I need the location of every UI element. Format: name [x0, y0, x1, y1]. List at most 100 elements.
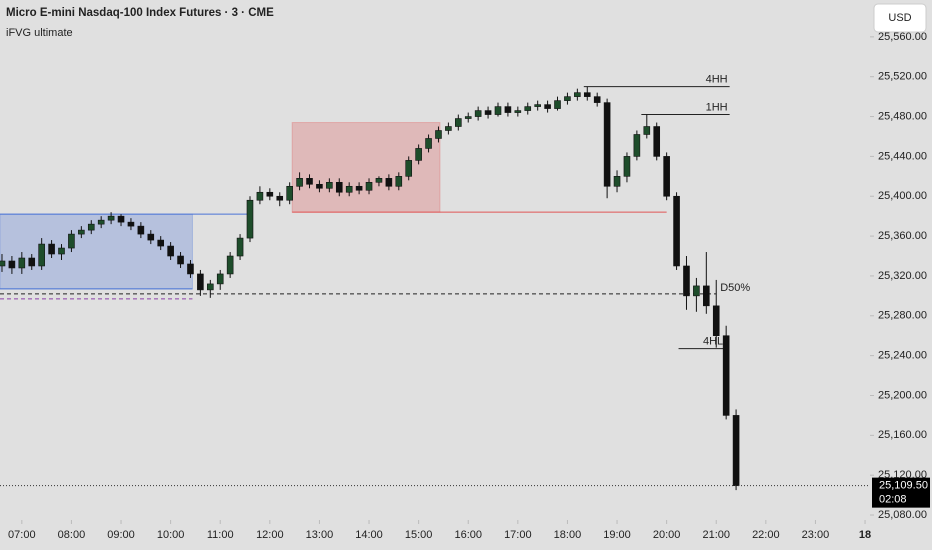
x-tick-label: 09:00	[107, 529, 135, 541]
candle-body	[187, 263, 194, 275]
candle-body	[613, 176, 621, 187]
candle-body	[296, 178, 303, 187]
currency-label[interactable]: USD	[888, 12, 911, 24]
y-tick-label: 25,200.00	[878, 389, 927, 401]
x-tick-label: 14:00	[355, 529, 383, 541]
candle-body	[345, 185, 353, 193]
candle-body	[117, 215, 125, 223]
x-tick-label: 23:00	[802, 529, 830, 541]
y-tick-label: 25,440.00	[878, 150, 927, 162]
candle-body	[663, 156, 670, 197]
candle-body	[732, 415, 740, 486]
candle-body	[544, 104, 551, 109]
candle-body	[78, 229, 85, 235]
level-label: 1HH	[706, 101, 728, 113]
candle-body	[226, 255, 234, 275]
candle-body	[603, 102, 611, 187]
candle-body	[306, 178, 313, 185]
candle-body	[683, 265, 690, 297]
x-tick-label: 21:00	[702, 529, 730, 541]
candle-body	[216, 273, 224, 285]
candle-body	[653, 126, 661, 157]
candle-body	[137, 225, 145, 235]
candle-body	[58, 247, 65, 255]
candle-body	[524, 106, 532, 111]
candle-body	[623, 156, 631, 177]
candle-body	[276, 195, 284, 201]
candle-body	[673, 195, 680, 267]
candle-body	[0, 260, 6, 267]
y-tick-label: 25,560.00	[878, 31, 927, 43]
candle-body	[365, 181, 373, 191]
candle-body	[564, 96, 571, 101]
candle-body	[484, 110, 492, 115]
last-price-label: 25,109.50	[879, 480, 928, 492]
x-tick-label: 08:00	[58, 529, 86, 541]
candle-body	[18, 257, 26, 269]
y-tick-label: 25,480.00	[878, 110, 927, 122]
candle-body	[712, 305, 720, 337]
candle-body	[127, 221, 135, 227]
candle-body	[48, 243, 55, 255]
y-tick-label: 25,280.00	[878, 310, 927, 322]
y-tick-label: 25,520.00	[878, 71, 927, 83]
candle-body	[107, 215, 115, 221]
candle-body	[693, 285, 700, 297]
y-tick-label: 25,160.00	[878, 429, 927, 441]
currency-button[interactable]	[873, 3, 927, 33]
candle-body	[167, 245, 174, 257]
candle-body	[38, 243, 45, 267]
candle-body	[385, 178, 393, 187]
candle-body	[266, 191, 274, 197]
candle-body	[375, 178, 383, 183]
candle-body	[97, 219, 105, 225]
y-tick-label: 25,360.00	[878, 230, 927, 242]
candle-body	[197, 273, 204, 291]
fvg-zone	[291, 122, 441, 213]
candle-body	[405, 160, 413, 177]
candle-body	[722, 335, 730, 416]
candle-body	[326, 181, 333, 189]
candle-body	[236, 237, 244, 257]
y-tick-label: 25,240.00	[878, 350, 927, 362]
candle-body	[583, 92, 591, 97]
candle-body	[554, 100, 561, 109]
x-tick-label: 16:00	[454, 529, 482, 541]
y-tick-label: 25,400.00	[878, 190, 927, 202]
candle-body	[633, 134, 641, 157]
x-tick-label: 11:00	[207, 529, 234, 541]
candle-body	[703, 285, 710, 307]
y-tick-label: 25,320.00	[878, 270, 927, 282]
candle-body	[177, 255, 184, 265]
x-tick-label: 18:00	[554, 529, 582, 541]
x-tick-label: 12:00	[256, 529, 284, 541]
candle-body	[415, 148, 422, 161]
candle-body	[643, 126, 651, 135]
level-label: 4HH	[706, 74, 728, 86]
x-tick-label: 22:00	[752, 529, 780, 541]
last-price-box	[872, 477, 930, 508]
x-tick-label: 13:00	[306, 529, 334, 541]
candle-body	[28, 257, 36, 267]
candle-body	[455, 118, 462, 127]
candle-body	[474, 110, 482, 117]
level-label: 4HL	[703, 336, 723, 348]
x-tick-label: 07:00	[8, 529, 36, 541]
candle-body	[494, 106, 502, 115]
candle-body	[574, 92, 581, 97]
y-tick-label: 25,080.00	[878, 509, 927, 521]
candle-body	[534, 104, 541, 107]
x-tick-label: 20:00	[653, 529, 681, 541]
candle-body	[286, 185, 293, 201]
candle-body	[425, 138, 432, 149]
fvg-zone	[0, 213, 193, 290]
candle-body	[207, 283, 214, 291]
level-label: D50%	[720, 282, 750, 294]
candle-body	[593, 96, 601, 103]
candle-body	[157, 239, 165, 247]
candle-body	[514, 110, 522, 113]
x-tick-label: 10:00	[157, 529, 185, 541]
indicator-name: iFVG ultimate	[6, 27, 73, 39]
candle-body	[335, 181, 343, 193]
